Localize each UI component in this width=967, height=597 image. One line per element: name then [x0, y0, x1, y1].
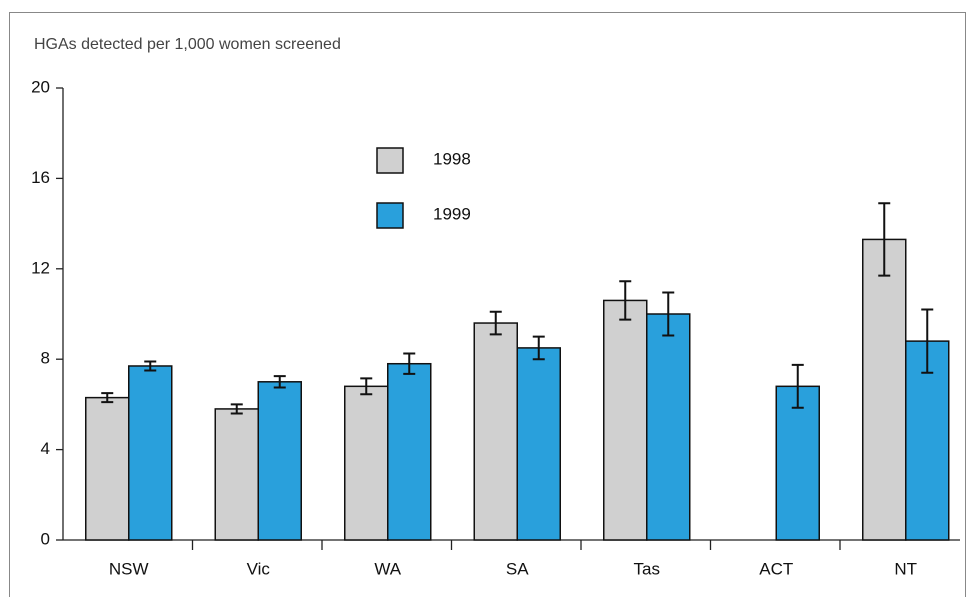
legend-label: 1998	[433, 149, 471, 168]
error-bar	[662, 291, 675, 337]
bar	[344, 385, 389, 541]
error-bar	[403, 352, 416, 375]
x-tick-label: NSW	[109, 559, 149, 578]
y-tick-label: 16	[31, 168, 50, 187]
x-tick-label: ACT	[759, 559, 793, 578]
error-bar	[619, 280, 632, 321]
error-bar	[878, 202, 891, 277]
bar	[603, 299, 648, 541]
bar	[516, 347, 561, 541]
y-tick-label: 8	[41, 349, 50, 368]
y-tick-label: 12	[31, 258, 50, 277]
error-bar	[101, 392, 114, 404]
error-bar	[273, 375, 286, 389]
bar	[905, 340, 950, 541]
bar	[775, 385, 820, 541]
error-bar	[489, 310, 502, 336]
legend-label: 1999	[433, 204, 471, 223]
y-tick-label: 4	[41, 439, 50, 458]
chart-title: HGAs detected per 1,000 women screened	[34, 36, 341, 53]
frame	[9, 12, 966, 597]
bar	[646, 313, 691, 541]
error-bar	[230, 403, 243, 415]
y-tick-label: 0	[41, 529, 50, 548]
bar	[257, 381, 302, 541]
bar	[85, 396, 130, 541]
bar	[214, 408, 259, 541]
x-tick-label: SA	[506, 559, 529, 578]
error-bar	[921, 308, 934, 374]
x-tick-label: Tas	[634, 559, 660, 578]
error-bar	[144, 360, 157, 372]
x-tick-label: Vic	[247, 559, 271, 578]
legend-swatch	[376, 147, 404, 174]
bar	[473, 322, 518, 541]
bar	[128, 365, 173, 541]
bar	[387, 362, 432, 541]
error-bar	[360, 377, 373, 396]
x-tick-label: NT	[894, 559, 917, 578]
y-tick-label: 20	[31, 77, 50, 96]
bar	[862, 238, 907, 541]
x-tick-label: WA	[374, 559, 401, 578]
error-bar	[791, 363, 804, 409]
error-bar	[532, 335, 545, 361]
legend-swatch	[376, 202, 404, 229]
